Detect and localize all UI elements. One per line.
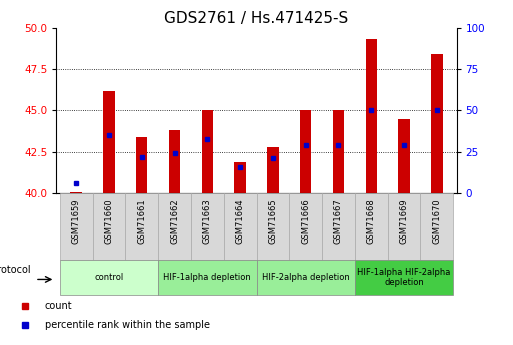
Text: HIF-2alpha depletion: HIF-2alpha depletion [262,273,349,282]
Bar [169,130,180,193]
Text: GSM71668: GSM71668 [367,199,376,244]
Bar [125,193,158,260]
Text: GSM71664: GSM71664 [235,199,245,244]
Text: count: count [45,302,72,311]
Text: GSM71663: GSM71663 [203,199,212,244]
Bar [224,193,256,260]
Bar [92,193,125,260]
Text: protocol: protocol [0,265,31,275]
Text: GSM71662: GSM71662 [170,199,179,244]
Text: GSM71659: GSM71659 [72,199,81,244]
Bar [202,110,213,193]
Bar [158,193,191,260]
Text: GSM71665: GSM71665 [268,199,278,244]
Bar [60,193,92,260]
Bar [300,110,311,193]
Bar [421,193,453,260]
Bar [60,260,158,295]
Bar [103,90,114,193]
Text: GSM71669: GSM71669 [400,199,408,244]
Bar [333,110,344,193]
Bar [158,260,256,295]
Bar [366,39,377,193]
Text: GSM71666: GSM71666 [301,199,310,244]
Text: GSM71661: GSM71661 [137,199,146,244]
Bar [256,260,355,295]
Text: percentile rank within the sample: percentile rank within the sample [45,321,210,330]
Bar [289,193,322,260]
Bar [267,147,279,193]
Text: GSM71660: GSM71660 [105,199,113,244]
Bar [322,193,355,260]
Text: control: control [94,273,124,282]
Bar [70,191,82,193]
Bar [234,162,246,193]
Bar [191,193,224,260]
Text: GSM71670: GSM71670 [432,199,441,244]
Bar [399,119,410,193]
Text: GSM71667: GSM71667 [334,199,343,244]
Title: GDS2761 / Hs.471425-S: GDS2761 / Hs.471425-S [164,11,349,27]
Bar [256,193,289,260]
Text: HIF-1alpha HIF-2alpha
depletion: HIF-1alpha HIF-2alpha depletion [358,268,451,287]
Text: HIF-1alpha depletion: HIF-1alpha depletion [164,273,251,282]
Bar [355,260,453,295]
Bar [136,137,147,193]
Bar [388,193,421,260]
Bar [355,193,388,260]
Bar [431,54,443,193]
